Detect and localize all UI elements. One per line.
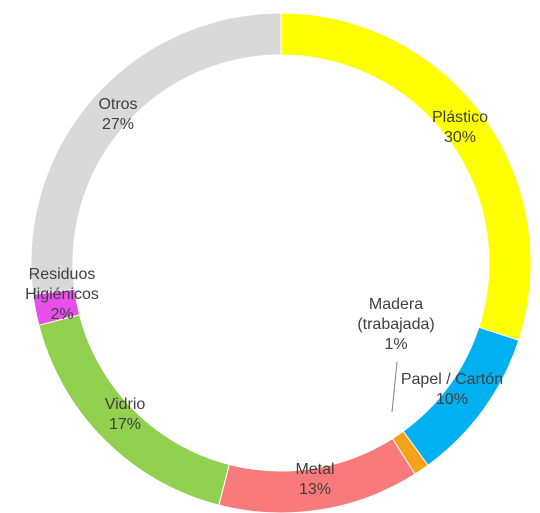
segment-label: Otros 27%	[98, 95, 137, 135]
leader-line	[391, 361, 398, 413]
value-label: 13%	[298, 481, 332, 498]
donut-segment	[30, 12, 282, 295]
category-name: Otros	[98, 96, 138, 113]
value-label: 2%	[50, 306, 74, 323]
value-label: 27%	[101, 116, 135, 133]
segment-label: Plástico 30%	[432, 108, 488, 148]
category-name: Metal	[295, 461, 335, 478]
segment-label: Papel / Cartón 10%	[401, 370, 503, 410]
segment-label: Metal 13%	[295, 460, 334, 500]
category-name: Plástico	[431, 109, 489, 126]
value-label: 17%	[108, 416, 142, 433]
donut-segment	[280, 12, 532, 341]
category-name: Vidrio	[104, 396, 146, 413]
category-name: Madera (trabajada)	[357, 296, 435, 333]
value-label: 30%	[443, 129, 477, 146]
value-label: 10%	[435, 391, 469, 408]
value-label: 1%	[384, 336, 408, 353]
category-name: Residuos Higiénicos	[25, 266, 99, 303]
category-name: Papel / Cartón	[400, 371, 504, 388]
segment-label: Vidrio 17%	[105, 395, 146, 435]
segment-label: Residuos Higiénicos 2%	[12, 265, 112, 325]
segment-label: Madera (trabajada) 1%	[346, 295, 446, 355]
